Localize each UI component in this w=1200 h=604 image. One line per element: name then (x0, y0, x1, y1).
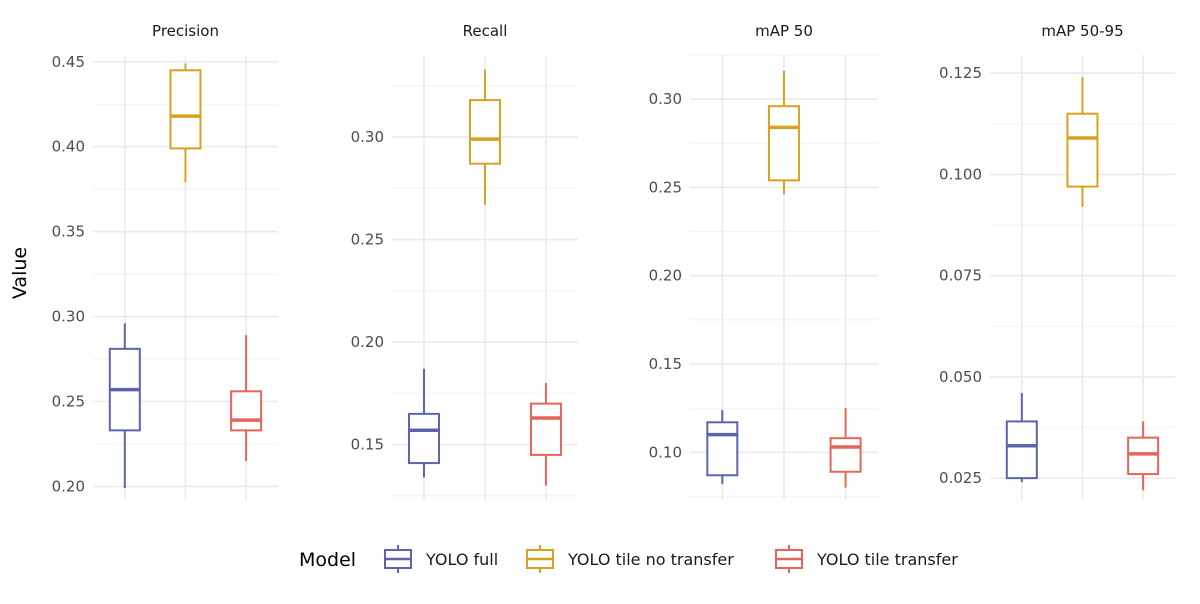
box-yolo-tile-transfer (230, 335, 263, 461)
box-yolo-full (1005, 393, 1038, 483)
legend-label: YOLO full (425, 550, 498, 569)
box-yolo-tile-transfer (829, 408, 862, 488)
y-tick-label: 0.40 (52, 138, 85, 156)
legend-item-yolo-tile-no-transfer: YOLO tile no transfer (526, 545, 734, 573)
legend-item-yolo-tile-transfer: YOLO tile transfer (775, 545, 958, 573)
legend-label: YOLO tile no transfer (567, 550, 734, 569)
y-tick-label: 0.30 (52, 308, 85, 326)
box-yolo-tile-no-transfer (1066, 77, 1099, 207)
box-yolo-full (108, 323, 141, 489)
panel-precision: 0.20 0.25 0.30 0.35 0.40 0.45 Precision (52, 22, 278, 500)
panel-title: Precision (152, 22, 219, 40)
y-axis-title: Value (9, 247, 31, 299)
box-iqr (1066, 112, 1099, 188)
y-tick-label: 0.25 (351, 231, 384, 249)
y-tick-label: 0.30 (649, 90, 682, 108)
box-iqr (1005, 420, 1038, 480)
y-tick-label: 0.125 (939, 64, 982, 82)
box-iqr (767, 105, 800, 182)
box-yolo-tile-no-transfer (468, 69, 501, 205)
panel-title: Recall (463, 22, 508, 40)
y-tick-label: 0.35 (52, 223, 85, 241)
panels: 0.20 0.25 0.30 0.35 0.40 0.45 Precision 0.15 0.2… (52, 22, 1175, 500)
y-tick-label: 0.10 (649, 443, 682, 461)
y-tick-label: 0.025 (939, 469, 982, 487)
box-yolo-full (407, 368, 440, 478)
y-tick-label: 0.20 (52, 477, 85, 495)
legend-item-yolo-full: YOLO full (384, 545, 498, 573)
legend-title: Model (299, 549, 356, 571)
box-yolo-tile-transfer (1127, 421, 1160, 491)
y-tick-label: 0.075 (939, 267, 982, 285)
box-iqr (230, 390, 263, 432)
box-iqr (468, 99, 501, 165)
box-iqr (829, 437, 862, 473)
y-tick-label: 0.050 (939, 368, 982, 386)
y-tick-label: 0.15 (649, 355, 682, 373)
box-yolo-tile-no-transfer (169, 63, 202, 183)
box-iqr (706, 421, 739, 477)
y-tick-label: 0.45 (52, 53, 85, 71)
y-tick-label: 0.25 (52, 392, 85, 410)
box-iqr (407, 412, 440, 465)
box-iqr (529, 402, 562, 456)
y-tick-label: 0.15 (351, 436, 384, 454)
box-yolo-tile-no-transfer (767, 70, 800, 195)
panel-map-50: 0.10 0.15 0.20 0.25 0.30 mAP 50 (649, 22, 878, 500)
y-tick-label: 0.100 (939, 165, 982, 183)
legend: Model YOLO full YOLO tile no transfer YOLO … (299, 545, 958, 573)
box-yolo-tile-transfer (529, 383, 562, 486)
y-tick-label: 0.25 (649, 178, 682, 196)
y-tick-label: 0.20 (649, 267, 682, 285)
y-tick-label: 0.30 (351, 128, 384, 146)
panel-title: mAP 50-95 (1041, 22, 1123, 40)
panel-title: mAP 50 (755, 22, 813, 40)
box-yolo-full (706, 409, 739, 485)
y-tick-label: 0.20 (351, 333, 384, 351)
box-iqr (169, 69, 202, 150)
panel-recall: 0.15 0.20 0.25 0.30 Recall (351, 22, 578, 500)
panel-map-50-95: 0.025 0.050 0.075 0.100 0.125 mAP 50-95 (939, 22, 1175, 500)
legend-label: YOLO tile transfer (816, 550, 958, 569)
box-iqr (1127, 436, 1160, 476)
